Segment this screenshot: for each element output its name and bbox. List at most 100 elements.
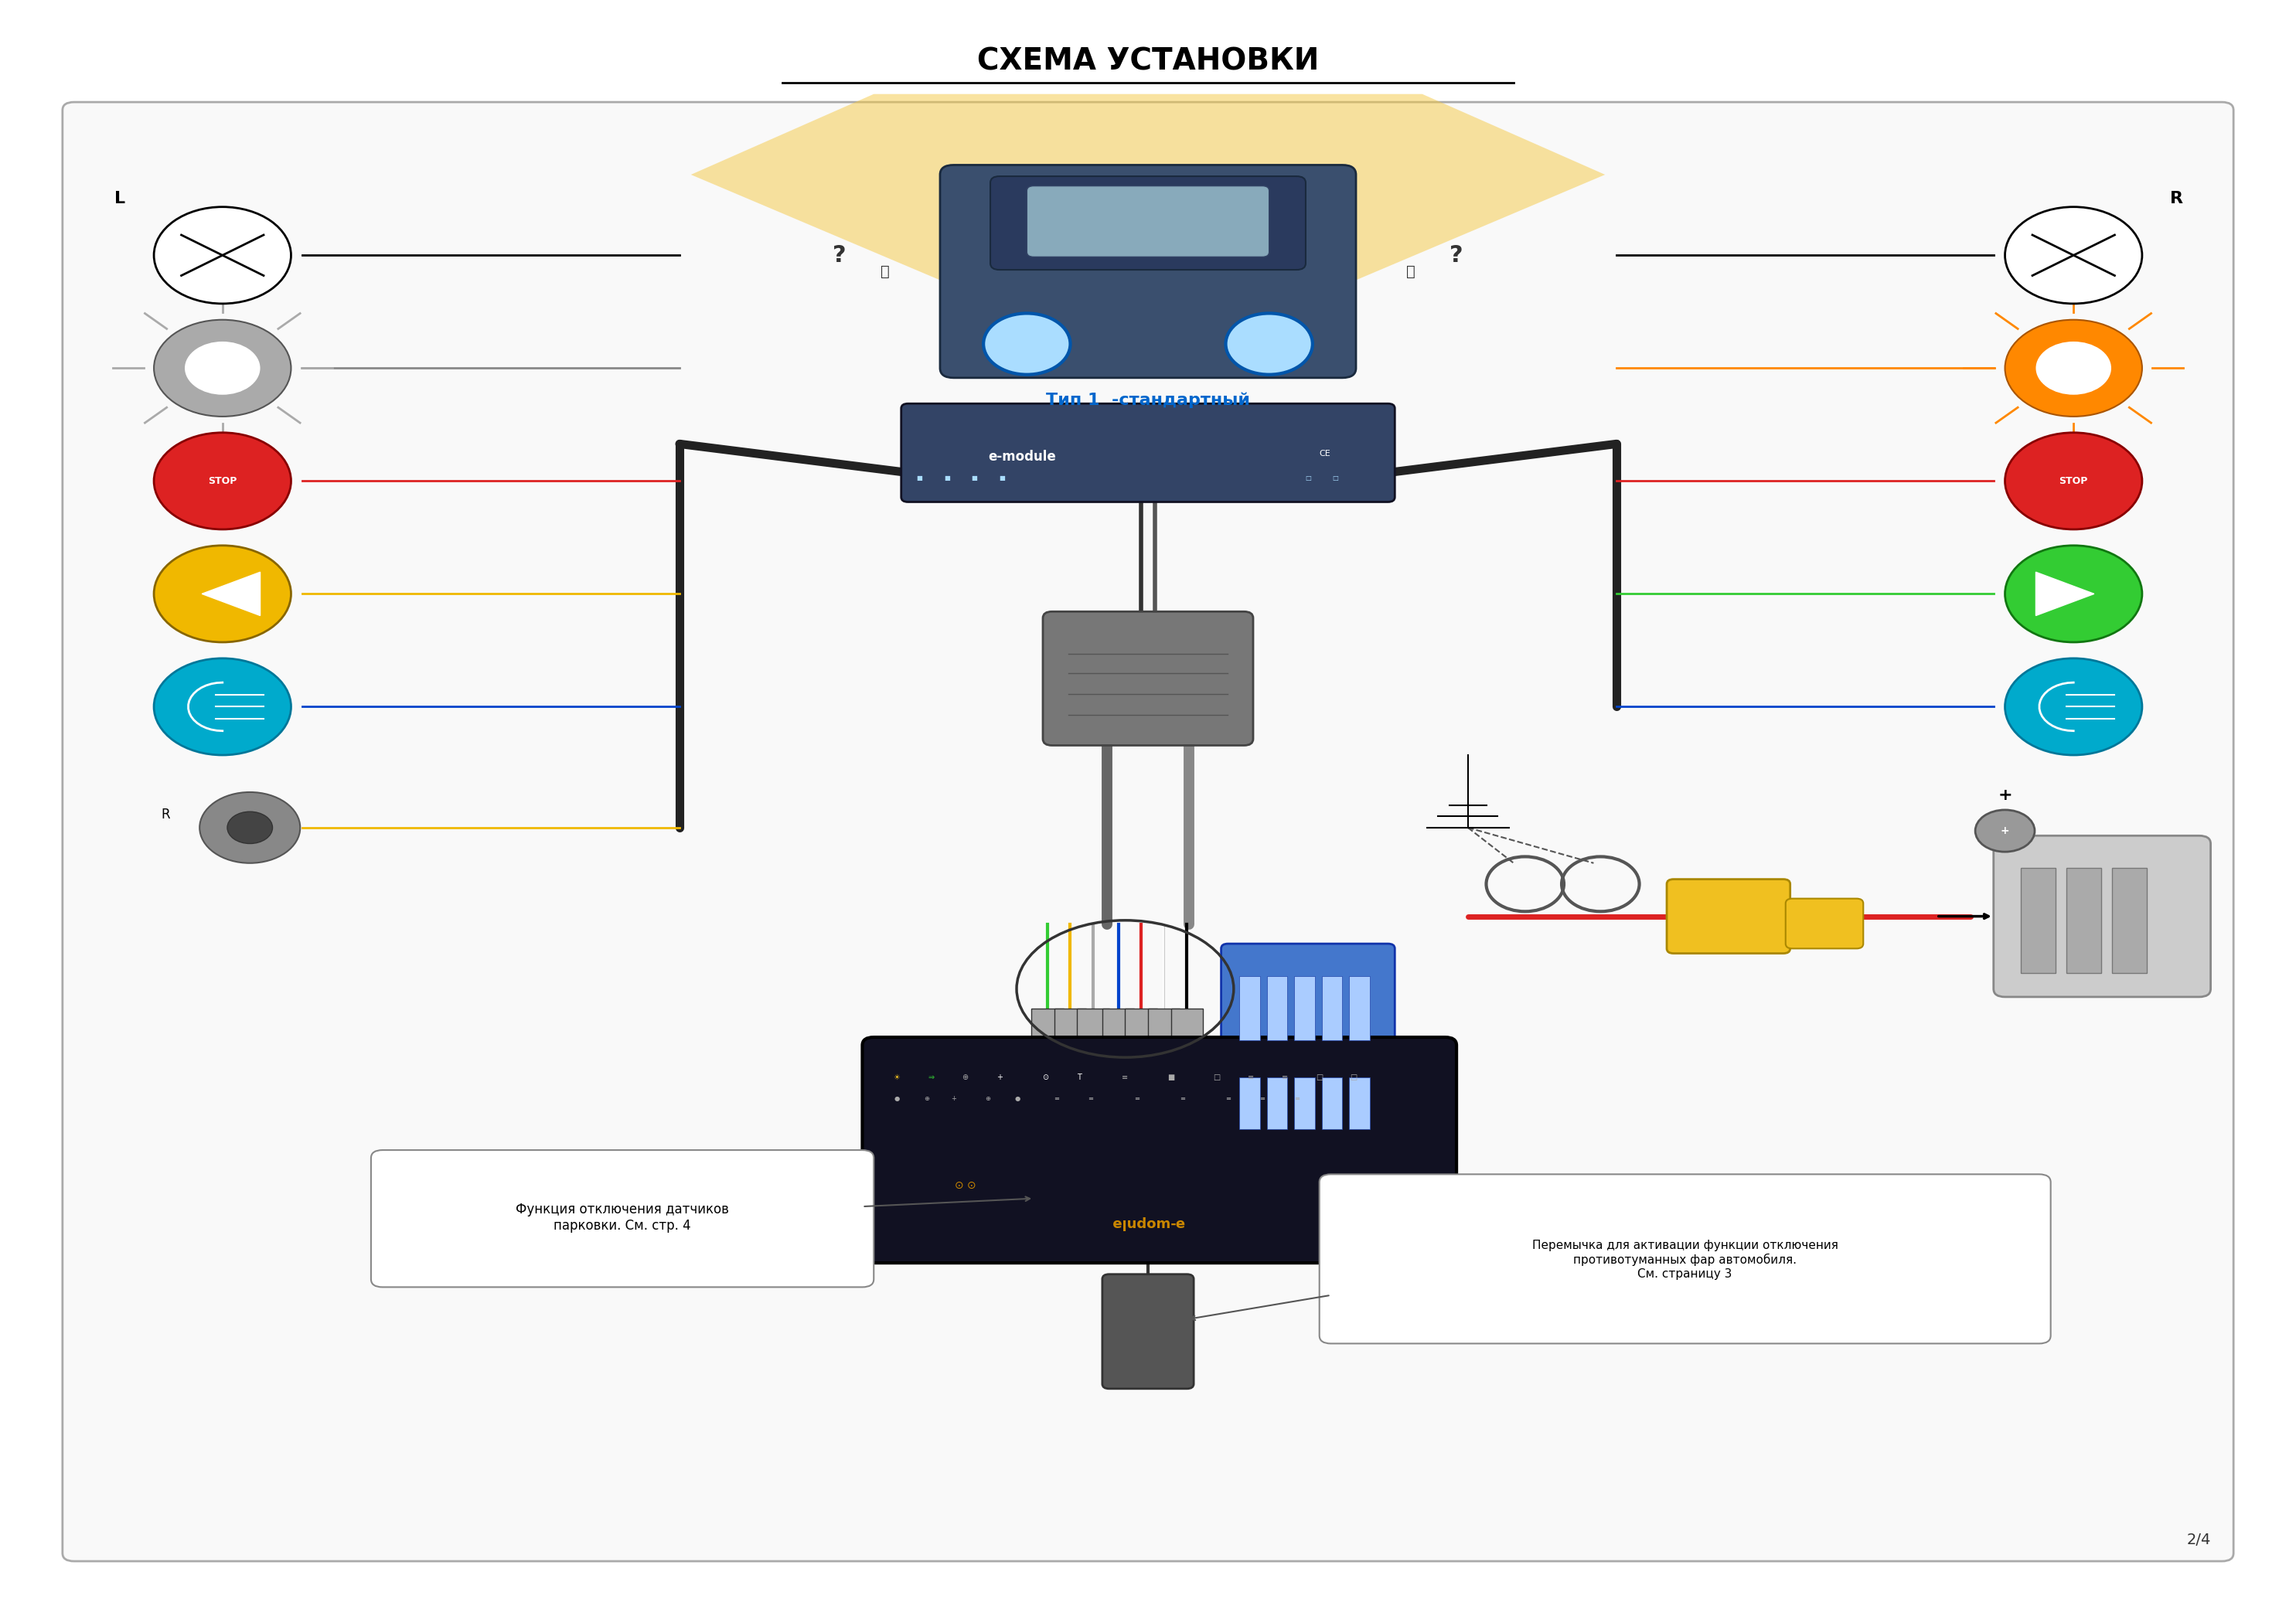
FancyBboxPatch shape xyxy=(990,177,1306,269)
Circle shape xyxy=(2004,545,2142,643)
Text: 2/4: 2/4 xyxy=(2186,1532,2211,1548)
Text: ⊕: ⊕ xyxy=(962,1074,969,1081)
Bar xyxy=(1267,975,1288,1040)
Text: ⤩: ⤩ xyxy=(1405,265,1414,279)
Text: CE: CE xyxy=(1320,450,1332,458)
Circle shape xyxy=(2004,433,2142,529)
Text: Функция отключения датчиков
парковки. См. стр. 4: Функция отключения датчиков парковки. См… xyxy=(517,1203,730,1233)
FancyBboxPatch shape xyxy=(1221,1048,1394,1139)
Text: □: □ xyxy=(1316,1074,1322,1081)
FancyBboxPatch shape xyxy=(902,404,1394,502)
Text: +: + xyxy=(1998,787,2011,803)
FancyBboxPatch shape xyxy=(1993,836,2211,997)
Text: ≡: ≡ xyxy=(1226,1096,1231,1102)
Text: ⤨: ⤨ xyxy=(882,265,891,279)
Bar xyxy=(1267,1078,1288,1130)
Text: ☀: ☀ xyxy=(893,1074,900,1081)
Text: □: □ xyxy=(1350,1074,1357,1081)
Bar xyxy=(1350,975,1371,1040)
Text: R: R xyxy=(2170,192,2183,206)
Text: □: □ xyxy=(1332,474,1339,482)
Circle shape xyxy=(2004,659,2142,755)
Circle shape xyxy=(200,792,301,863)
Text: Тип 1  -стандартный: Тип 1 -стандартный xyxy=(1047,393,1249,409)
Text: ≡: ≡ xyxy=(1261,1096,1265,1102)
Text: ≡: ≡ xyxy=(1123,1074,1127,1081)
Text: ⊙ ⊙: ⊙ ⊙ xyxy=(955,1180,976,1191)
Text: ǝ-ɯopnlǝ: ǝ-ɯopnlǝ xyxy=(1111,1216,1185,1230)
Bar xyxy=(1054,1008,1086,1037)
Circle shape xyxy=(2004,320,2142,417)
Text: ■: ■ xyxy=(971,474,978,482)
Bar xyxy=(2112,868,2147,972)
Polygon shape xyxy=(2037,571,2094,615)
FancyBboxPatch shape xyxy=(1102,1274,1194,1389)
Text: ⊙: ⊙ xyxy=(1042,1074,1049,1081)
Bar xyxy=(1295,975,1316,1040)
Circle shape xyxy=(2037,341,2112,394)
Circle shape xyxy=(154,545,292,643)
FancyBboxPatch shape xyxy=(1026,187,1270,256)
Text: ⇒: ⇒ xyxy=(928,1074,934,1081)
Bar xyxy=(2020,868,2055,972)
Bar xyxy=(1125,1008,1157,1037)
Bar xyxy=(1148,1008,1180,1037)
Text: STOP: STOP xyxy=(209,476,236,485)
Polygon shape xyxy=(691,94,1605,368)
Text: □: □ xyxy=(1212,1074,1219,1081)
Text: ■: ■ xyxy=(944,474,951,482)
Text: +: + xyxy=(951,1096,957,1102)
Bar xyxy=(1240,1078,1261,1130)
Bar xyxy=(1077,1008,1109,1037)
FancyBboxPatch shape xyxy=(1786,899,1864,948)
Circle shape xyxy=(154,433,292,529)
Text: ■: ■ xyxy=(1166,1074,1176,1081)
Bar xyxy=(1031,1008,1063,1037)
Text: +: + xyxy=(996,1074,1003,1081)
FancyBboxPatch shape xyxy=(1221,943,1394,1050)
Circle shape xyxy=(1975,810,2034,852)
Text: Перемычка для активации функции отключения
противотуманных фар автомобиля.
См. с: Перемычка для активации функции отключен… xyxy=(1531,1240,1839,1279)
Text: □: □ xyxy=(1304,474,1311,482)
Bar xyxy=(1322,975,1343,1040)
Circle shape xyxy=(2004,206,2142,304)
FancyBboxPatch shape xyxy=(62,102,2234,1561)
Text: ≡: ≡ xyxy=(1054,1096,1058,1102)
Bar xyxy=(2066,868,2101,972)
Circle shape xyxy=(184,341,259,394)
FancyBboxPatch shape xyxy=(1042,612,1254,745)
Text: +: + xyxy=(2000,826,2009,836)
Bar xyxy=(1350,1078,1371,1130)
Text: ■: ■ xyxy=(999,474,1006,482)
Text: ●: ● xyxy=(893,1096,900,1102)
Bar xyxy=(1102,1008,1134,1037)
Text: e-module: e-module xyxy=(987,450,1056,464)
Circle shape xyxy=(154,659,292,755)
Text: T: T xyxy=(1077,1074,1081,1081)
Text: ≡: ≡ xyxy=(1295,1096,1300,1102)
Bar xyxy=(1171,1008,1203,1037)
Text: СХЕМА УСТАНОВКИ: СХЕМА УСТАНОВКИ xyxy=(978,47,1318,76)
Text: ?: ? xyxy=(1449,243,1463,266)
Text: ■: ■ xyxy=(916,474,923,482)
FancyBboxPatch shape xyxy=(1667,880,1791,953)
Circle shape xyxy=(227,812,273,844)
FancyBboxPatch shape xyxy=(863,1037,1456,1263)
Bar xyxy=(1322,1078,1343,1130)
FancyBboxPatch shape xyxy=(939,166,1357,378)
Text: STOP: STOP xyxy=(2060,476,2087,485)
Circle shape xyxy=(1226,313,1313,375)
Text: ⊕: ⊕ xyxy=(985,1096,992,1102)
Bar xyxy=(1295,1078,1316,1130)
Text: R: R xyxy=(161,808,170,821)
Text: ≡: ≡ xyxy=(1088,1096,1093,1102)
Text: ≡: ≡ xyxy=(1281,1074,1288,1081)
Bar xyxy=(1240,975,1261,1040)
Text: ≡: ≡ xyxy=(1180,1096,1185,1102)
Text: L: L xyxy=(115,192,124,206)
Circle shape xyxy=(983,313,1070,375)
Text: ●: ● xyxy=(1015,1096,1019,1102)
Circle shape xyxy=(154,320,292,417)
Circle shape xyxy=(154,206,292,304)
Text: ⊕: ⊕ xyxy=(923,1096,930,1102)
